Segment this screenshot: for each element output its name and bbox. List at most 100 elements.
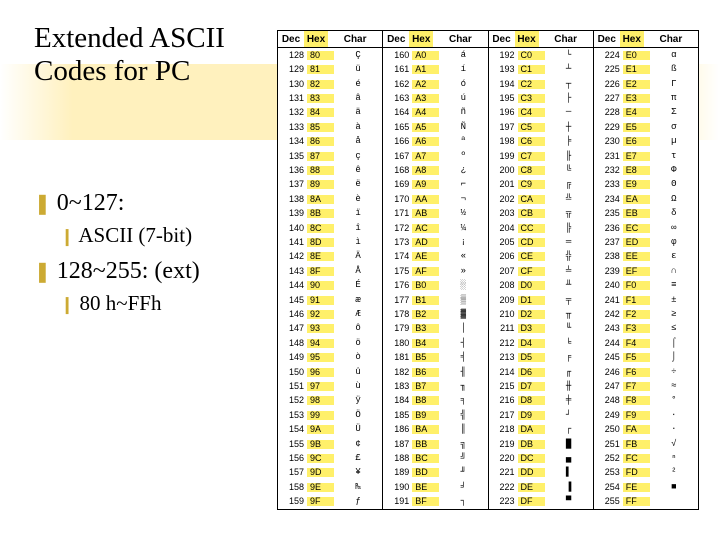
dec-cell: 149 xyxy=(278,353,307,362)
char-cell: Æ xyxy=(334,310,382,319)
dec-cell: 140 xyxy=(278,224,307,233)
dec-cell: 247 xyxy=(594,382,623,391)
ascii-row: 171AB½ xyxy=(383,206,487,220)
ascii-row: 231E7τ xyxy=(594,149,698,163)
ascii-row: 1428EÄ xyxy=(278,250,382,264)
char-cell: σ xyxy=(650,123,698,132)
hex-cell: FA xyxy=(623,425,650,434)
hex-cell: E2 xyxy=(623,80,650,89)
char-cell: Ö xyxy=(334,411,382,420)
char-cell: ë xyxy=(334,180,382,189)
dec-cell: 186 xyxy=(383,425,412,434)
dec-cell: 202 xyxy=(489,195,518,204)
dec-cell: 237 xyxy=(594,238,623,247)
char-cell: ₧ xyxy=(334,483,382,492)
hex-cell: 90 xyxy=(307,281,334,290)
hex-cell: A7 xyxy=(412,152,439,161)
char-cell: ▓ xyxy=(439,310,487,319)
ascii-row: 14490É xyxy=(278,279,382,293)
hex-cell: BA xyxy=(412,425,439,434)
dec-cell: 175 xyxy=(383,267,412,276)
dec-cell: 154 xyxy=(278,425,307,434)
ascii-row: 186BA║ xyxy=(383,423,487,437)
dec-cell: 209 xyxy=(489,296,518,305)
hex-cell: F5 xyxy=(623,353,650,362)
ascii-row: 166A6ª xyxy=(383,134,487,148)
bullet-list: ❚ 0~127: ❙ ASCII (7-bit) ❚ 128~255: (ext… xyxy=(34,190,264,326)
char-cell: ¢ xyxy=(334,440,382,449)
ascii-row: 187BB╗ xyxy=(383,437,487,451)
dec-cell: 203 xyxy=(489,209,518,218)
ascii-row: 241F1± xyxy=(594,293,698,307)
hex-cell: DD xyxy=(518,468,545,477)
char-cell: ÷ xyxy=(650,368,698,377)
hex-cell: 89 xyxy=(307,180,334,189)
hex-cell: CA xyxy=(518,195,545,204)
dec-cell: 151 xyxy=(278,382,307,391)
ascii-row: 1388Aè xyxy=(278,192,382,206)
hex-cell: EF xyxy=(623,267,650,276)
dec-cell: 187 xyxy=(383,440,412,449)
ascii-row: 199C7╟ xyxy=(489,149,593,163)
dec-cell: 238 xyxy=(594,252,623,261)
ascii-row: 182B6╢ xyxy=(383,365,487,379)
dec-header: Dec xyxy=(594,31,620,47)
ascii-row: 203CB╦ xyxy=(489,206,593,220)
hex-cell: 84 xyxy=(307,108,334,117)
ascii-row: 192C0└ xyxy=(489,48,593,62)
char-cell: ═ xyxy=(545,238,593,247)
hex-cell: C4 xyxy=(518,108,545,117)
char-cell: Φ xyxy=(650,166,698,175)
dec-cell: 239 xyxy=(594,267,623,276)
hex-cell: 80 xyxy=(307,51,334,60)
bullet-item: ❚ 0~127: xyxy=(34,190,264,217)
ascii-row: 224E0α xyxy=(594,48,698,62)
hex-cell: E8 xyxy=(623,166,650,175)
char-cell: ¡ xyxy=(439,238,487,247)
dec-cell: 137 xyxy=(278,180,307,189)
char-cell: ê xyxy=(334,166,382,175)
char-cell: ╓ xyxy=(545,368,593,377)
hex-cell: B7 xyxy=(412,382,439,391)
ascii-row: 12880Ç xyxy=(278,48,382,62)
ascii-rows: 160A0á161A1í162A2ó163A3ú164A4ñ165A5Ñ166A… xyxy=(383,48,487,509)
ascii-row: 1599Fƒ xyxy=(278,495,382,509)
hex-cell: B4 xyxy=(412,339,439,348)
hex-cell: F0 xyxy=(623,281,650,290)
ascii-row: 246F6÷ xyxy=(594,365,698,379)
char-header: Char xyxy=(433,31,487,47)
ascii-row: 14692Æ xyxy=(278,307,382,321)
char-cell: ≤ xyxy=(650,324,698,333)
char-cell: Å xyxy=(334,267,382,276)
ascii-row: 197C5┼ xyxy=(489,120,593,134)
dec-cell: 167 xyxy=(383,152,412,161)
ascii-row: 1438FÅ xyxy=(278,264,382,278)
hex-cell: AB xyxy=(412,209,439,218)
hex-cell: E6 xyxy=(623,137,650,146)
dec-cell: 160 xyxy=(383,51,412,60)
char-cell: δ xyxy=(650,209,698,218)
hex-header: Hex xyxy=(304,31,328,47)
dec-cell: 200 xyxy=(489,166,518,175)
dec-cell: 235 xyxy=(594,209,623,218)
bullet-marker: ❙ xyxy=(60,295,74,314)
dec-cell: 148 xyxy=(278,339,307,348)
dec-cell: 226 xyxy=(594,80,623,89)
dec-cell: 150 xyxy=(278,368,307,377)
hex-cell: BB xyxy=(412,440,439,449)
dec-cell: 207 xyxy=(489,267,518,276)
char-cell: ¼ xyxy=(439,224,487,233)
ascii-row: 201C9╔ xyxy=(489,178,593,192)
char-cell: ƒ xyxy=(334,497,382,506)
dec-cell: 224 xyxy=(594,51,623,60)
dec-cell: 249 xyxy=(594,411,623,420)
char-cell: û xyxy=(334,368,382,377)
dec-cell: 152 xyxy=(278,396,307,405)
char-cell: ≡ xyxy=(650,281,698,290)
char-cell: τ xyxy=(650,152,698,161)
char-cell: ó xyxy=(439,80,487,89)
dec-cell: 254 xyxy=(594,483,623,492)
page-title: Extended ASCII Codes for PC xyxy=(34,22,254,89)
ascii-row: 179B3│ xyxy=(383,322,487,336)
char-cell: î xyxy=(334,224,382,233)
